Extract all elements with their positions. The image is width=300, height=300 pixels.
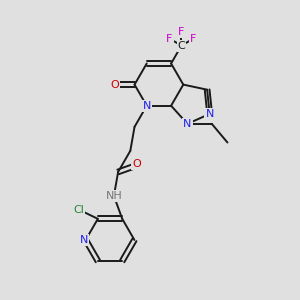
- Text: H: H: [110, 191, 117, 200]
- Text: N: N: [80, 235, 88, 245]
- Text: NH: NH: [106, 191, 122, 201]
- Text: O: O: [110, 80, 119, 90]
- Text: N: N: [142, 101, 151, 111]
- Text: F: F: [166, 34, 172, 44]
- Text: F: F: [190, 34, 197, 44]
- Text: N: N: [183, 119, 192, 129]
- Text: F: F: [178, 27, 184, 37]
- Text: C: C: [178, 40, 185, 51]
- Text: O: O: [132, 159, 141, 170]
- Text: N: N: [206, 109, 214, 119]
- Text: Cl: Cl: [74, 205, 84, 215]
